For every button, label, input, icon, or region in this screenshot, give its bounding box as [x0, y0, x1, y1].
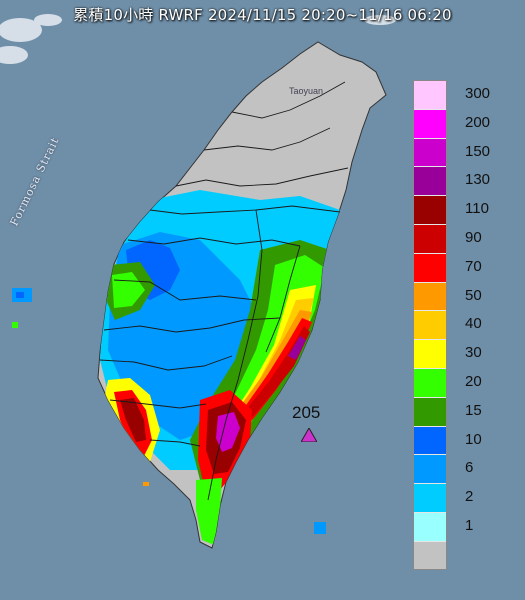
- rainfall-field: [100, 190, 340, 545]
- legend-label: 30: [465, 344, 482, 362]
- legend-swatch: [413, 540, 447, 570]
- legend-swatch: [413, 483, 447, 512]
- legend-label: 130: [465, 171, 491, 189]
- legend-swatch: [413, 339, 447, 368]
- legend-swatch: [413, 454, 447, 484]
- rain-zone-sw-110: [120, 398, 146, 442]
- legend-swatch: [413, 224, 447, 253]
- legend-label: 300: [465, 85, 491, 102]
- max-rainfall-marker-icon: [301, 428, 317, 442]
- legend-label: 6: [465, 459, 474, 477]
- legend-swatch: [413, 252, 447, 282]
- legend-swatch: [413, 425, 447, 455]
- legend-label: 15: [465, 401, 482, 419]
- county-boundaries: [99, 81, 349, 501]
- legend-swatch: [413, 195, 447, 224]
- legend-label: 40: [465, 315, 482, 333]
- legend-label: 110: [465, 200, 489, 218]
- legend-swatch: [413, 396, 447, 426]
- rain-zone-130: [288, 336, 306, 360]
- legend-label: 10: [465, 430, 482, 448]
- legend-swatch: [413, 368, 447, 397]
- rain-zone-south-tip-20: [196, 478, 222, 545]
- legend-label: 20: [465, 373, 482, 390]
- legend-swatch: [413, 281, 447, 311]
- legend-label: 200: [465, 113, 491, 131]
- legend: 300 200 150 130 110 90 70 50 40 30 20 15 10 6 2 1: [413, 80, 523, 570]
- legend-label: 1: [465, 517, 474, 534]
- legend-swatch: [413, 137, 447, 167]
- legend-swatch: [413, 310, 447, 340]
- legend-label: 50: [465, 286, 482, 304]
- legend-label: 2: [465, 488, 474, 506]
- legend-swatch: [413, 80, 447, 109]
- legend-swatch: [413, 512, 447, 541]
- offshore-islands: [12, 288, 326, 534]
- max-rainfall-value: 205: [292, 403, 321, 422]
- rain-zone-south-150: [216, 412, 240, 452]
- map-title: 累積10小時 RWRF 2024/11/15 20:20~11/16 06:20: [73, 6, 452, 24]
- legend-label: 70: [465, 257, 482, 275]
- cloud-texture: [0, 14, 396, 64]
- legend-label: 90: [465, 229, 482, 246]
- city-label: Taoyuan: [289, 86, 324, 96]
- legend-swatch: [413, 166, 447, 196]
- legend-swatch: [413, 108, 447, 138]
- legend-label: 150: [465, 142, 491, 160]
